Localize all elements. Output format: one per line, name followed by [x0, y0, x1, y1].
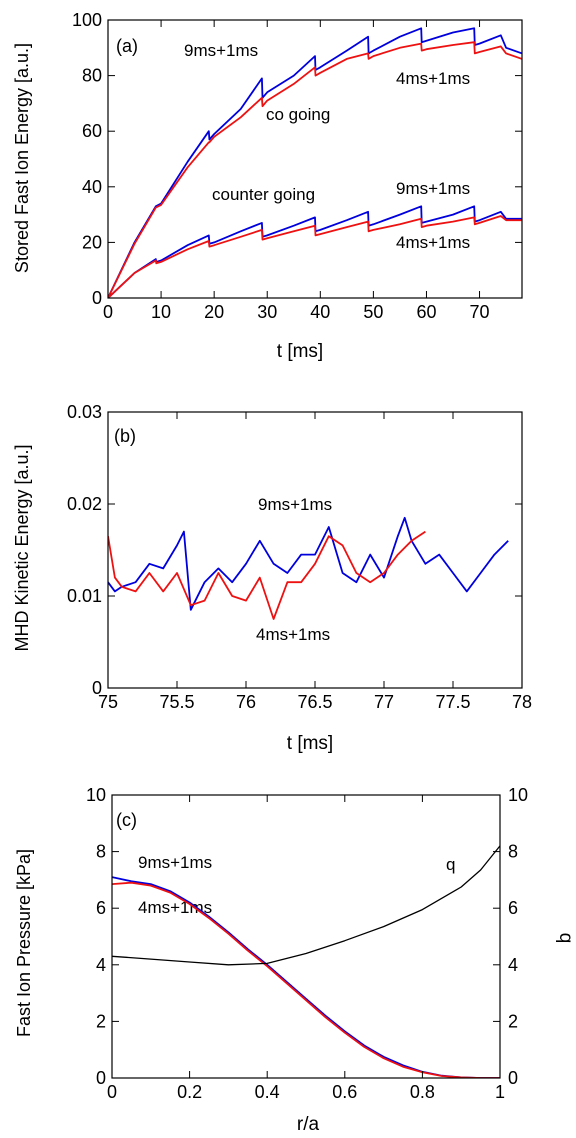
panel-c-ytick-right-label-1: 2 [508, 1011, 518, 1031]
panel-a-annotation-co-going: co going [266, 105, 330, 124]
panel-b-xtick-label-2: 76 [236, 692, 256, 712]
panel-b-frame [107, 411, 523, 689]
panel-c-series-2 [112, 845, 500, 966]
panel-a-annotation-co-4ms: 4ms+1ms [396, 69, 470, 88]
panel-c-ytick-right-label-0: 0 [508, 1068, 518, 1088]
panel-a-label: (a) [116, 36, 138, 56]
panel-c-ytick-label-2: 4 [96, 955, 106, 975]
panel-b-ytick-label-1: 0.01 [67, 586, 102, 606]
panel-a-annotation-counter-going: counter going [212, 185, 315, 204]
panel-a-xlabel: t [ms] [277, 341, 323, 362]
panel-a-annotation-co-9ms: 9ms+1ms [184, 41, 258, 60]
panel-b-xtick-label-6: 78 [512, 692, 532, 712]
panel-b-plot: 75 75.5 76 76.5 77 77.5 78 0 0.01 0.02 0.03 [67, 402, 532, 712]
panel-c-xtick-label-5: 1 [495, 1082, 505, 1102]
panel-c-ytick-label-4: 8 [96, 842, 106, 862]
panel-c-ytick-label-1: 2 [96, 1011, 106, 1031]
panel-a-annotation-counter-4ms: 4ms+1ms [396, 233, 470, 252]
panel-a-series-3 [108, 215, 522, 298]
panel-c-ylabel: Fast Ion Pressure [kPa] [14, 849, 34, 1037]
panel-b-series-0 [108, 516, 509, 611]
panel-a-xtick-label-6: 60 [416, 302, 436, 322]
panel-b-ytick-label-0: 0 [92, 678, 102, 698]
panel-c-ylabel-right: q [555, 933, 576, 944]
panel-c-xtick-label-0: 0 [107, 1082, 117, 1102]
panel-a-ytick-label-2: 40 [82, 177, 102, 197]
panel-a-frame [107, 19, 523, 299]
panel-c-annotation-4ms: 4ms+1ms [138, 898, 212, 917]
panel-b-xlabel: t [ms] [287, 733, 333, 754]
panel-c-ytick-label-0: 0 [96, 1068, 106, 1088]
panel-a-xtick-label-3: 30 [257, 302, 277, 322]
panel-c-label: (c) [116, 810, 137, 830]
panel-a-xtick-label-5: 50 [363, 302, 383, 322]
panel-c-series-1 [112, 881, 500, 1078]
panel-a-xtick-label-4: 40 [310, 302, 330, 322]
panel-c-ytick-label-3: 6 [96, 898, 106, 918]
panel-a-xtick-label-0: 0 [103, 302, 113, 322]
panel-a: Stored Fast Ion Energy [a.u.] t [ms] (a)… [12, 36, 470, 362]
panel-c-xtick-label-2: 0.4 [255, 1082, 280, 1102]
panel-b-xtick-label-3: 76.5 [297, 692, 332, 712]
panel-c-xlabel: r/a [297, 1114, 320, 1135]
panel-c-ytick-right-label-4: 8 [508, 842, 518, 862]
panel-b-xtick-label-1: 75.5 [159, 692, 194, 712]
panel-a-ytick-label-0: 0 [92, 288, 102, 308]
panel-a-xtick-label-1: 10 [151, 302, 171, 322]
panel-c-xtick-label-3: 0.6 [332, 1082, 357, 1102]
panel-b: MHD Kinetic Energy [a.u.] t [ms] (b) 9ms… [12, 426, 333, 754]
panel-b-xtick-label-5: 77.5 [435, 692, 470, 712]
panel-a-annotation-counter-9ms: 9ms+1ms [396, 179, 470, 198]
panel-b-ylabel: MHD Kinetic Energy [a.u.] [12, 444, 32, 651]
panel-c-ytick-right-label-3: 6 [508, 898, 518, 918]
panel-c-ytick-right-label-5: 10 [508, 785, 528, 805]
panel-a-ylabel: Stored Fast Ion Energy [a.u.] [12, 43, 32, 273]
panel-a-ytick-label-4: 80 [82, 66, 102, 86]
panel-b-series-1 [108, 530, 426, 620]
panel-c-frame [111, 794, 501, 1079]
panel-a-xtick-label-7: 70 [470, 302, 490, 322]
panel-b-ytick-label-3: 0.03 [67, 402, 102, 422]
panel-c: Fast Ion Pressure [kPa] q r/a (c) 9ms+1m… [14, 810, 576, 1135]
panel-a-series-0 [108, 27, 522, 298]
panel-b-label: (b) [114, 426, 136, 446]
panel-a-ytick-label-1: 20 [82, 232, 102, 252]
panel-c-xtick-label-1: 0.2 [177, 1082, 202, 1102]
panel-c-ytick-right-label-2: 4 [508, 955, 518, 975]
panel-c-annotation-9ms: 9ms+1ms [138, 853, 212, 872]
panel-a-series-1 [108, 41, 522, 298]
panel-a-plot: 0 10 20 30 40 50 60 70 0 20 40 60 80 100 [72, 10, 523, 322]
panel-b-ytick-label-2: 0.02 [67, 494, 102, 514]
panel-b-xtick-label-4: 77 [374, 692, 394, 712]
panel-a-ytick-label-5: 100 [72, 10, 102, 30]
panel-c-xtick-label-4: 0.8 [410, 1082, 435, 1102]
panel-c-annotation-q: q [446, 855, 455, 874]
panel-b-annotation-4ms: 4ms+1ms [256, 625, 330, 644]
panel-a-series-2 [108, 205, 522, 298]
panel-b-xtick-label-0: 75 [98, 692, 118, 712]
panel-b-annotation-9ms: 9ms+1ms [258, 495, 332, 514]
panel-c-ytick-label-5: 10 [86, 785, 106, 805]
panel-a-ytick-label-3: 60 [82, 121, 102, 141]
panel-a-xtick-label-2: 20 [204, 302, 224, 322]
